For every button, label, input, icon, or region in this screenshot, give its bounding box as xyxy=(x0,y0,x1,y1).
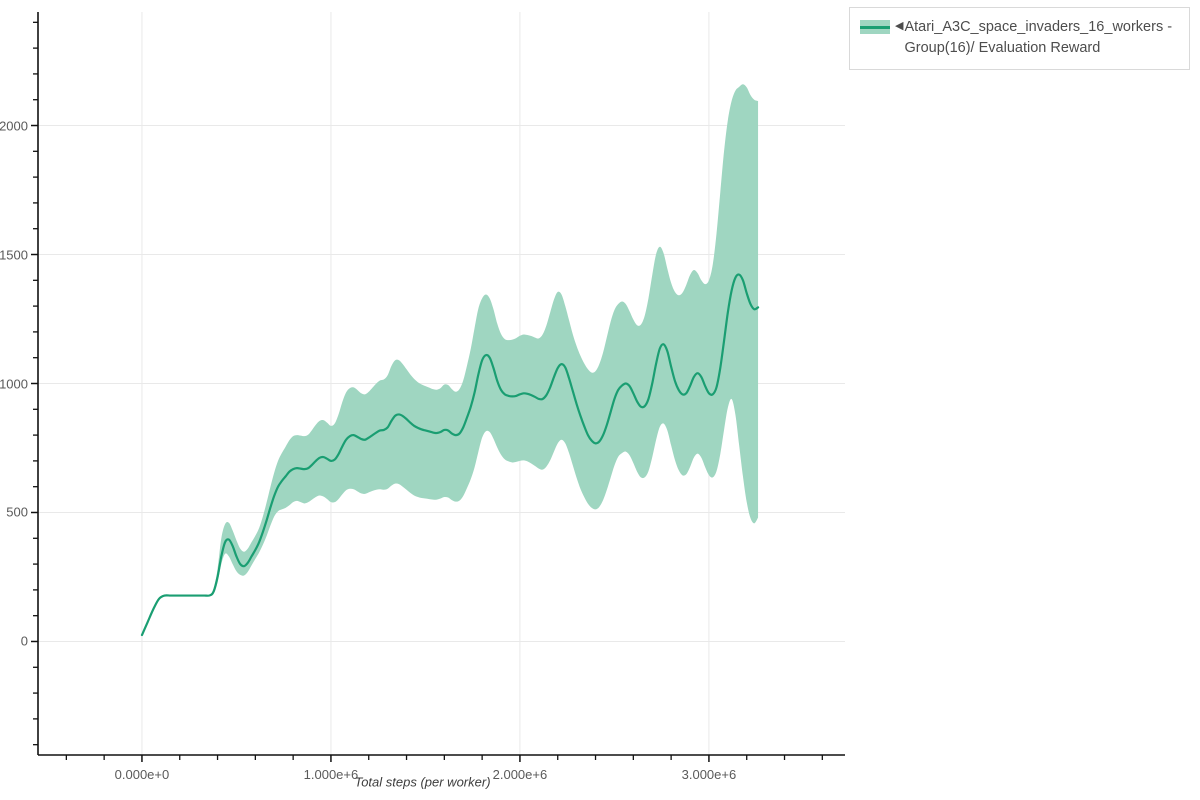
y-tick-label: 2000 xyxy=(0,118,28,133)
x-tick-label: 0.000e+0 xyxy=(114,767,170,782)
x-tick-label: 3.000e+6 xyxy=(681,767,737,782)
y-tick-label: 0 xyxy=(20,633,28,649)
legend-swatch xyxy=(860,18,890,36)
x-tick-label: 1.000e+6 xyxy=(303,767,359,782)
legend-item[interactable]: ◀ Atari_A3C_space_invaders_16_workers - … xyxy=(860,17,1179,59)
mean-line xyxy=(140,273,760,637)
legend-box[interactable]: ◀ Atari_A3C_space_invaders_16_workers - … xyxy=(849,7,1190,70)
x-tick-label: 2.000e+6 xyxy=(492,767,548,782)
axis-ticks xyxy=(31,21,823,762)
y-tick-label: 1500 xyxy=(0,247,28,262)
legend-item-label: Atari_A3C_space_invaders_16_workers - Gr… xyxy=(904,19,1173,56)
y-tick-label: 1000 xyxy=(0,376,28,391)
legend-caret-icon[interactable]: ◀ xyxy=(895,20,904,32)
y-tick-label: 500 xyxy=(6,504,28,520)
uncertainty-band xyxy=(141,84,759,636)
x-axis-title: Total steps (per worker) xyxy=(354,774,491,790)
legend-line-swatch xyxy=(860,26,890,29)
